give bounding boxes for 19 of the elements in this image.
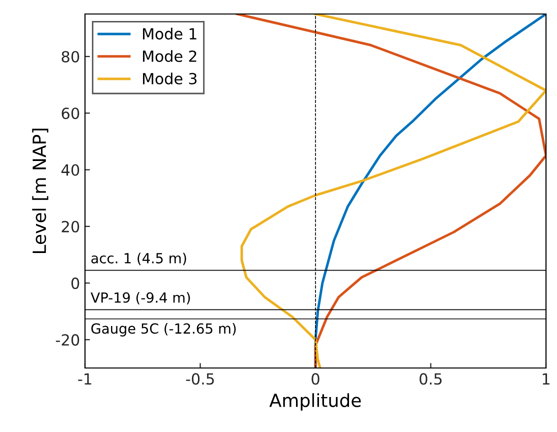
y-tick-label: 40 [61,164,80,176]
y-axis-title: Level [m NAP] [32,128,48,254]
legend-label: Mode 1 [143,28,196,40]
x-tick-label: 1 [542,373,550,384]
legend-label: Mode 3 [143,72,197,84]
ref-line-label: VP-19 (-9.4 m) [90,292,190,304]
y-tick-label: 20 [62,220,80,232]
x-tick-label: -0.5 [186,373,214,385]
x-tick-label: -1 [78,373,92,384]
y-tick-label: -20 [56,334,80,346]
y-tick-label: 0 [71,278,80,290]
y-tick-label: 80 [62,50,80,62]
y-tick-label: 60 [62,108,80,120]
ref-line-label: Gauge 5C (-12.65 m) [91,323,236,336]
x-tick-label: 0 [312,373,320,385]
legend-label: Mode 2 [143,50,196,62]
x-tick-label: 0.5 [420,373,442,385]
ref-line-label: acc. 1 (4.5 m) [91,252,186,266]
x-axis-title: Amplitude [269,393,361,411]
